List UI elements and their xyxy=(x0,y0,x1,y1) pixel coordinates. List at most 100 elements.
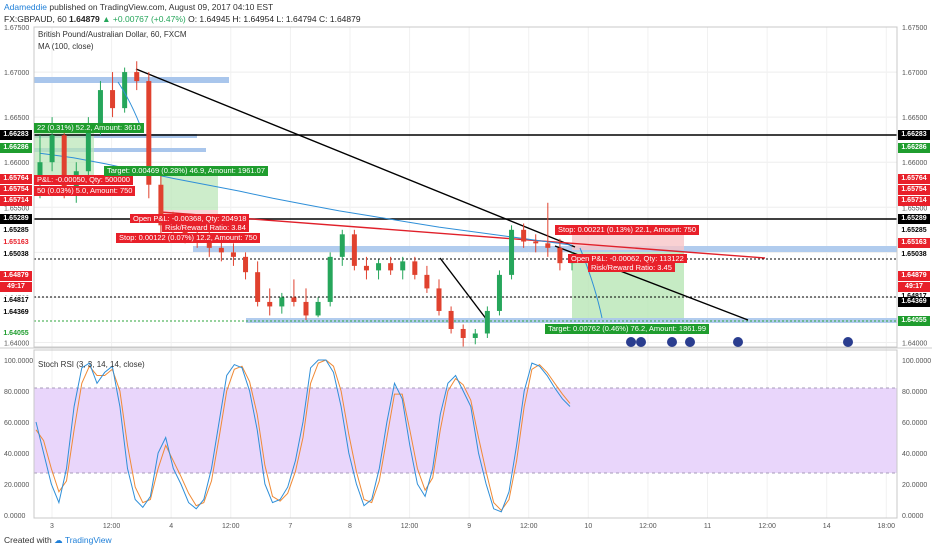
rsi-legend[interactable]: Stoch RSI (3, 3, 14, 14, close) xyxy=(38,360,145,369)
right-tag: 1.65754 xyxy=(898,185,930,195)
chart-title: British Pound/Australian Dollar, 60, FXC… xyxy=(38,30,187,39)
candle-body xyxy=(496,274,502,311)
ma-legend[interactable]: MA (100, close) xyxy=(38,42,94,51)
trade3-rr-label: Risk/Reward Ratio: 3.45 xyxy=(588,263,675,272)
time-tick: 7 xyxy=(288,523,292,530)
time-tick: 11 xyxy=(704,523,711,530)
left-tag: 1.65038 xyxy=(0,250,32,260)
author-link[interactable]: Adameddie xyxy=(4,2,48,12)
rsi-tick-left: 100.0000 xyxy=(4,358,33,365)
left-tag: 1.64369 xyxy=(0,308,32,318)
right-tag: 1.65285 xyxy=(898,226,930,236)
footer: Created with ☁ TradingView xyxy=(4,535,112,546)
trade2-pl-label: Open P&L: -0.00368, Qty: 204918 xyxy=(130,214,250,223)
trendline-short xyxy=(439,257,488,321)
price-tick-left: 1.67500 xyxy=(4,25,29,32)
right-tag: 1.65038 xyxy=(898,250,930,260)
rsi-tick-right: 40.0000 xyxy=(902,451,927,458)
candle-body xyxy=(484,310,490,334)
tradingview-link[interactable]: TradingView xyxy=(64,535,112,545)
candle-body xyxy=(412,261,418,275)
candle-body xyxy=(521,229,527,242)
blue-zone-2 xyxy=(34,134,197,138)
rsi-tick-left: 40.0000 xyxy=(4,451,29,458)
candle-body xyxy=(267,301,273,307)
time-tick: 12:00 xyxy=(758,523,776,530)
left-tag: 1.64879 xyxy=(0,271,32,281)
flag-icon[interactable] xyxy=(733,337,743,347)
flag-icon[interactable] xyxy=(667,337,677,347)
time-tick: 18:00 xyxy=(878,523,896,530)
right-tag: 1.65163 xyxy=(898,238,930,248)
red-trendline xyxy=(159,211,766,259)
right-tag: 1.65764 xyxy=(898,174,930,184)
price-tick-left: 1.65500 xyxy=(4,205,29,212)
candle-body xyxy=(303,301,309,316)
time-tick: 12:00 xyxy=(222,523,240,530)
candle-body xyxy=(182,229,188,235)
blue-zone-top xyxy=(34,77,229,83)
right-tag: 1.65714 xyxy=(898,196,930,206)
time-tick: 12:00 xyxy=(103,523,121,530)
ohlc-values: O: 1.64945 H: 1.64954 L: 1.64794 C: 1.64… xyxy=(188,14,361,24)
candle-body xyxy=(243,256,249,273)
candle-body xyxy=(134,72,140,82)
rsi-tick-left: 0.0000 xyxy=(4,513,26,520)
time-tick: 4 xyxy=(169,523,173,530)
time-tick: 9 xyxy=(467,523,471,530)
trade3-target-label: Target: 0.00762 (0.46%) 76.2, Amount: 18… xyxy=(545,324,710,334)
left-tag: 1.65289 xyxy=(0,214,32,224)
flag-icon[interactable] xyxy=(843,337,853,347)
trade2-rr-label: Risk/Reward Ratio: 3.84 xyxy=(162,223,249,232)
candle-body xyxy=(146,81,152,185)
candle-body xyxy=(448,310,454,329)
tradingview-logo-icon: ☁ xyxy=(54,535,63,545)
time-tick: 8 xyxy=(348,523,352,530)
publish-info: Adameddie published on TradingView.com, … xyxy=(4,2,273,12)
price-tick-left: 1.67000 xyxy=(4,70,29,77)
candle-body xyxy=(230,252,236,257)
right-tag: 1.64055 xyxy=(898,316,930,326)
candle-body xyxy=(327,256,333,302)
candle-body xyxy=(315,301,321,316)
candle-body xyxy=(509,229,515,275)
candle-body xyxy=(460,328,466,338)
left-tag: 1.65714 xyxy=(0,196,32,206)
left-tag: 1.65285 xyxy=(0,226,32,236)
rsi-tick-right: 60.0000 xyxy=(902,420,927,427)
candle-body xyxy=(158,184,164,226)
candle-body xyxy=(85,126,91,172)
rsi-tick-right: 80.0000 xyxy=(902,389,927,396)
trade3-pl-label: Open P&L: -0.00062, Qty: 113122 xyxy=(568,254,687,263)
trade1-pl-label: P&L: -0.00050, Qty: 500000 xyxy=(34,175,133,185)
right-tag: 1.66283 xyxy=(898,130,930,140)
flag-icon[interactable] xyxy=(636,337,646,347)
candle-body xyxy=(279,297,285,307)
left-tag: 49:17 xyxy=(0,282,32,292)
right-tag: 1.64879 xyxy=(898,271,930,281)
candle-body xyxy=(255,272,261,302)
rsi-tick-left: 20.0000 xyxy=(4,482,29,489)
candle-body xyxy=(49,135,55,163)
symbol: FX:GBPAUD, 60 xyxy=(4,14,67,24)
left-tag: 1.64817 xyxy=(0,296,32,306)
trade2-target-label: Target: 0.00469 (0.28%) 46.9, Amount: 19… xyxy=(104,166,269,176)
publish-text: published on TradingView.com, August 09,… xyxy=(49,2,274,12)
flag-icon[interactable] xyxy=(626,337,636,347)
rsi-tick-right: 100.0000 xyxy=(902,358,931,365)
blue-zone-3 xyxy=(34,148,206,152)
trade1-target-label: 22 (0.31%) 52.2, Amount: 3610 xyxy=(34,123,144,133)
candle-body xyxy=(61,135,67,190)
left-tag: 1.65754 xyxy=(0,185,32,195)
price-tick-right: 1.65500 xyxy=(902,205,927,212)
left-tag: 1.65764 xyxy=(0,174,32,184)
trendline-down-1 xyxy=(135,68,576,248)
price-tick-right: 1.64000 xyxy=(902,340,927,347)
flag-icon[interactable] xyxy=(685,337,695,347)
right-tag: 1.64369 xyxy=(898,297,930,307)
candle-body xyxy=(37,162,43,181)
stoch-k-line xyxy=(35,359,571,513)
symbol-line: FX:GBPAUD, 60 1.64879 ▲ +0.00767 (+0.47%… xyxy=(4,14,361,24)
price-tick-right: 1.67500 xyxy=(902,25,927,32)
